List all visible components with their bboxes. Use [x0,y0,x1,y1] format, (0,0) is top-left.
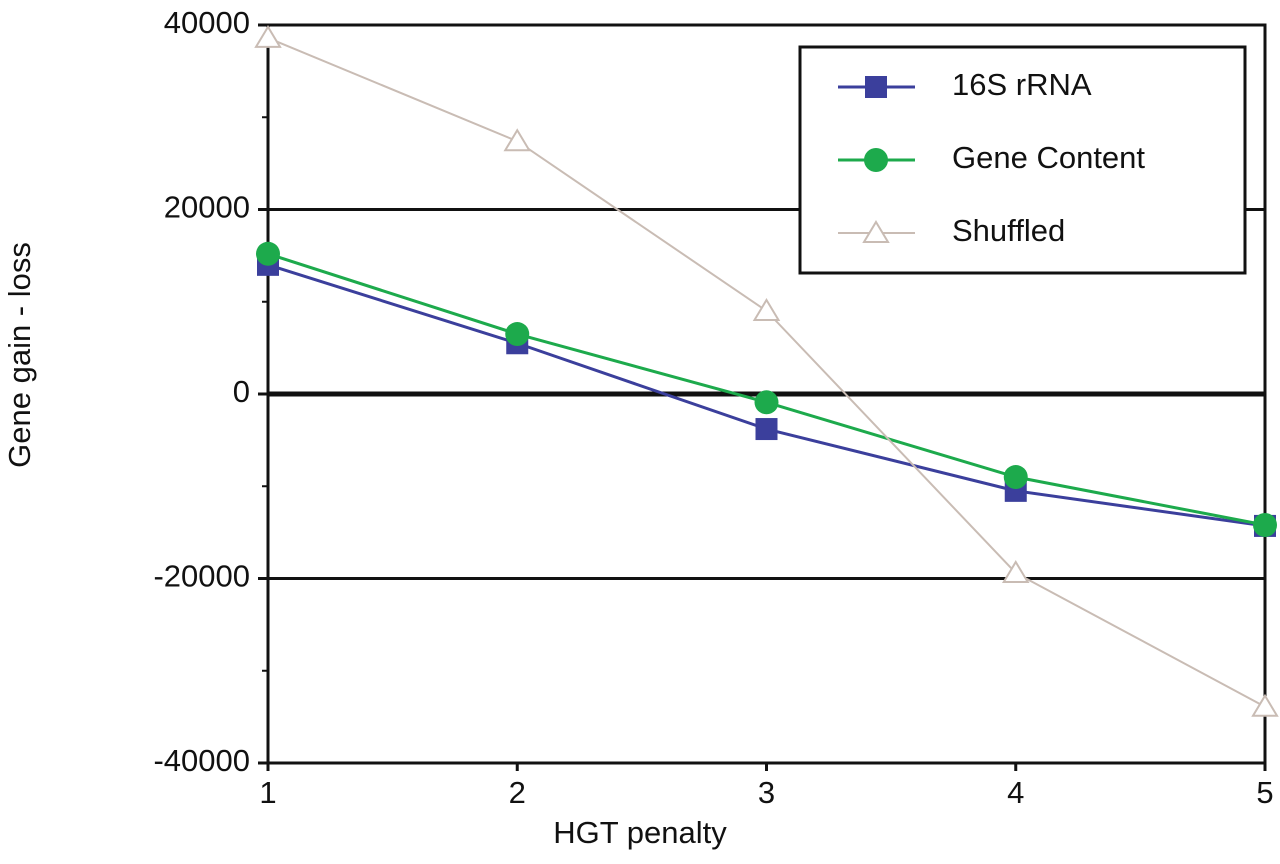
legend-label: 16S rRNA [952,67,1092,102]
y-tick-label: 40000 [164,5,250,40]
marker [505,322,530,347]
marker [1251,693,1279,717]
marker [1001,560,1030,583]
x-axis-label: HGT penalty [553,815,727,850]
legend-label: Gene Content [952,140,1145,175]
legend-swatch-marker [864,148,888,172]
marker [755,418,778,441]
x-tick-label: 3 [758,775,775,810]
marker [256,241,280,266]
y-tick-label: 20000 [164,190,250,225]
legend-swatch-marker [865,76,887,98]
legend-swatch-marker [862,220,890,243]
marker [754,390,779,415]
series-line [267,252,1266,527]
marker [503,128,532,152]
marker [1003,465,1028,490]
legend-label: Shuffled [952,213,1065,248]
x-tick-label: 1 [259,775,276,810]
x-tick-label: 5 [1256,775,1273,810]
marker [254,24,282,48]
x-tick-label: 2 [509,775,526,810]
y-tick-label: 0 [233,374,250,409]
marker [1253,512,1277,537]
x-tick-label: 4 [1007,775,1024,810]
y-axis-label: Gene gain - loss [2,242,37,468]
y-tick-label: -20000 [153,559,250,594]
marker [752,298,781,321]
y-tick-label: -40000 [153,743,250,778]
